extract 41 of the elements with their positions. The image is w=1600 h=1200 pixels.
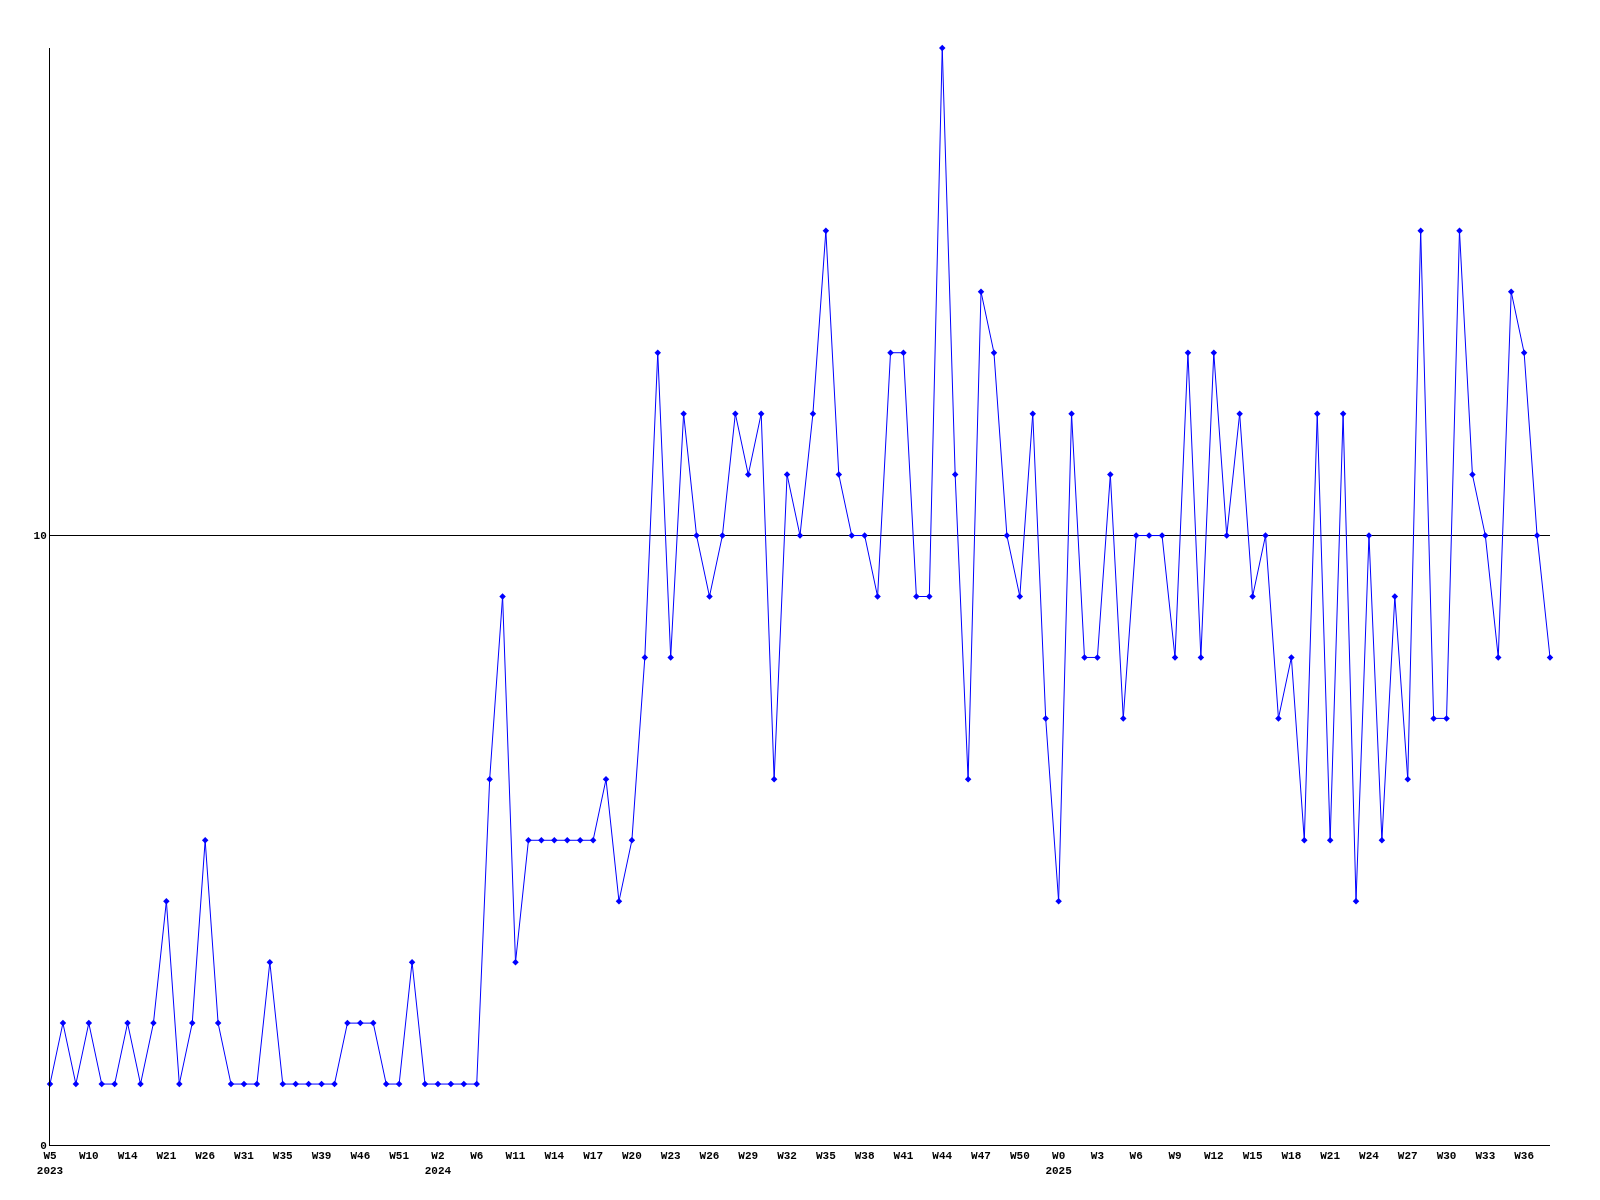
- x-tick-label: W9: [1168, 1150, 1182, 1163]
- x-tick-label: W17: [583, 1150, 604, 1163]
- x-tick-label: W38: [854, 1150, 875, 1163]
- x-tick-label: W15: [1242, 1150, 1263, 1163]
- y-tick-label: 0: [40, 1139, 47, 1152]
- x-tick-label: W50: [1009, 1150, 1030, 1163]
- x-tick-label: W12: [1203, 1150, 1224, 1163]
- x-tick-label: W21: [1320, 1150, 1341, 1163]
- x-tick-label: W36: [1514, 1150, 1535, 1163]
- x-tick-label: W30: [1436, 1150, 1457, 1163]
- x-tick-label: W47: [971, 1150, 991, 1163]
- x-tick-label: W11: [505, 1150, 526, 1163]
- x-tick-label: W14: [117, 1150, 138, 1163]
- x-tick-label: W10: [78, 1150, 99, 1163]
- x-tick-label: W6: [1129, 1150, 1143, 1163]
- x-tick-label: W26: [699, 1150, 720, 1163]
- x-tick-label: W35: [815, 1150, 837, 1163]
- x-tick-label: W18: [1281, 1150, 1302, 1163]
- x-tick-label: W31: [234, 1150, 255, 1163]
- x-tick-label: W2 2024: [424, 1150, 452, 1177]
- x-tick-label: W24: [1359, 1150, 1380, 1163]
- x-tick-label: W26: [195, 1150, 216, 1163]
- x-tick-label: W27: [1397, 1150, 1418, 1163]
- x-tick-label: W20: [621, 1150, 642, 1163]
- y-tick-label: 10: [33, 530, 47, 543]
- x-tick-label: W32: [777, 1150, 797, 1163]
- x-tick-label: W51: [389, 1150, 410, 1163]
- x-tick-label: W5 2023: [36, 1150, 64, 1177]
- x-tick-label: W6: [470, 1150, 484, 1163]
- x-tick-label: W39: [311, 1150, 332, 1163]
- x-tick-label: W44: [932, 1150, 953, 1163]
- x-tick-label: W21: [156, 1150, 177, 1163]
- x-tick-label: W41: [893, 1150, 914, 1163]
- x-tick-label: W3: [1090, 1150, 1105, 1163]
- x-tick-label: W29: [738, 1150, 759, 1163]
- x-tick-label: W33: [1475, 1150, 1496, 1163]
- x-tick-label: W23: [660, 1150, 681, 1163]
- x-tick-label: W46: [350, 1150, 371, 1163]
- x-tick-label: W0 2025: [1045, 1150, 1073, 1177]
- x-tick-label: W14: [544, 1150, 565, 1163]
- x-tick-label: W35: [272, 1150, 294, 1163]
